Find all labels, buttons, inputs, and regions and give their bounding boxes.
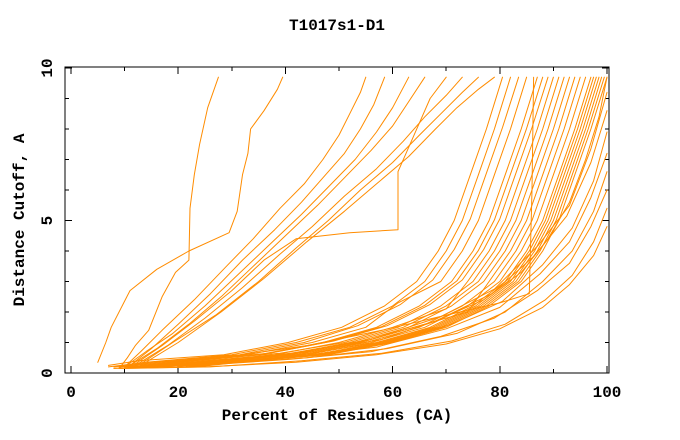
x-tick-label: 40: [276, 384, 295, 402]
x-tick-label: 0: [66, 384, 76, 402]
plot-frame: [64, 66, 610, 374]
model-curve-model-21: [156, 76, 565, 368]
model-curve-model-31: [196, 76, 605, 368]
chart-title: T1017s1-D1: [289, 17, 385, 35]
model-curve-model-10: [140, 76, 495, 366]
x-tick-label: 80: [490, 384, 509, 402]
model-curve-model-13: [108, 76, 511, 368]
model-curve-model-09: [140, 76, 479, 365]
model-curve-model-20: [150, 76, 560, 366]
model-curve-model-14: [113, 76, 520, 368]
model-curve-model-28: [188, 76, 597, 366]
model-curves: [97, 76, 608, 369]
x-axis-label: Percent of Residues (CA): [222, 407, 452, 425]
model-curve-model-37: [129, 171, 608, 368]
model-curve-model-32: [199, 76, 608, 366]
model-curve-model-35: [124, 207, 608, 369]
model-curve-model-08: [134, 76, 463, 366]
axis-ticks: [65, 67, 609, 374]
model-curve-model-33: [145, 76, 608, 368]
x-tick-label: 100: [593, 384, 622, 402]
model-curve-model-15: [118, 76, 528, 368]
model-curve-model-29: [191, 76, 600, 368]
y-tick-label: 10: [39, 58, 57, 77]
model-curve-model-01: [118, 76, 219, 369]
model-curve-model-18: [140, 76, 549, 366]
model-curve-model-06: [129, 76, 426, 366]
model-curve-model-03: [124, 76, 367, 368]
axis-tick-labels: 0 20 40 60 80 100 0 5 10: [39, 58, 621, 402]
x-tick-label: 20: [169, 384, 188, 402]
y-axis-label: Distance Cutoff, A: [11, 133, 29, 306]
y-tick-label: 0: [39, 368, 57, 378]
model-curve-model-12: [108, 76, 503, 366]
model-curve-model-25: [177, 76, 587, 368]
model-curve-model-02: [97, 76, 284, 363]
model-curve-model-17: [134, 76, 544, 368]
x-tick-label: 60: [383, 384, 402, 402]
model-curve-model-04: [129, 76, 386, 366]
model-curve-model-05: [124, 76, 410, 368]
model-curve-model-41: [118, 91, 608, 368]
model-curve-model-26: [183, 76, 592, 366]
y-tick-label: 5: [39, 216, 57, 226]
model-curve-model-11: [118, 76, 535, 369]
model-curve-model-39: [124, 131, 608, 368]
model-curve-model-40: [113, 110, 608, 369]
